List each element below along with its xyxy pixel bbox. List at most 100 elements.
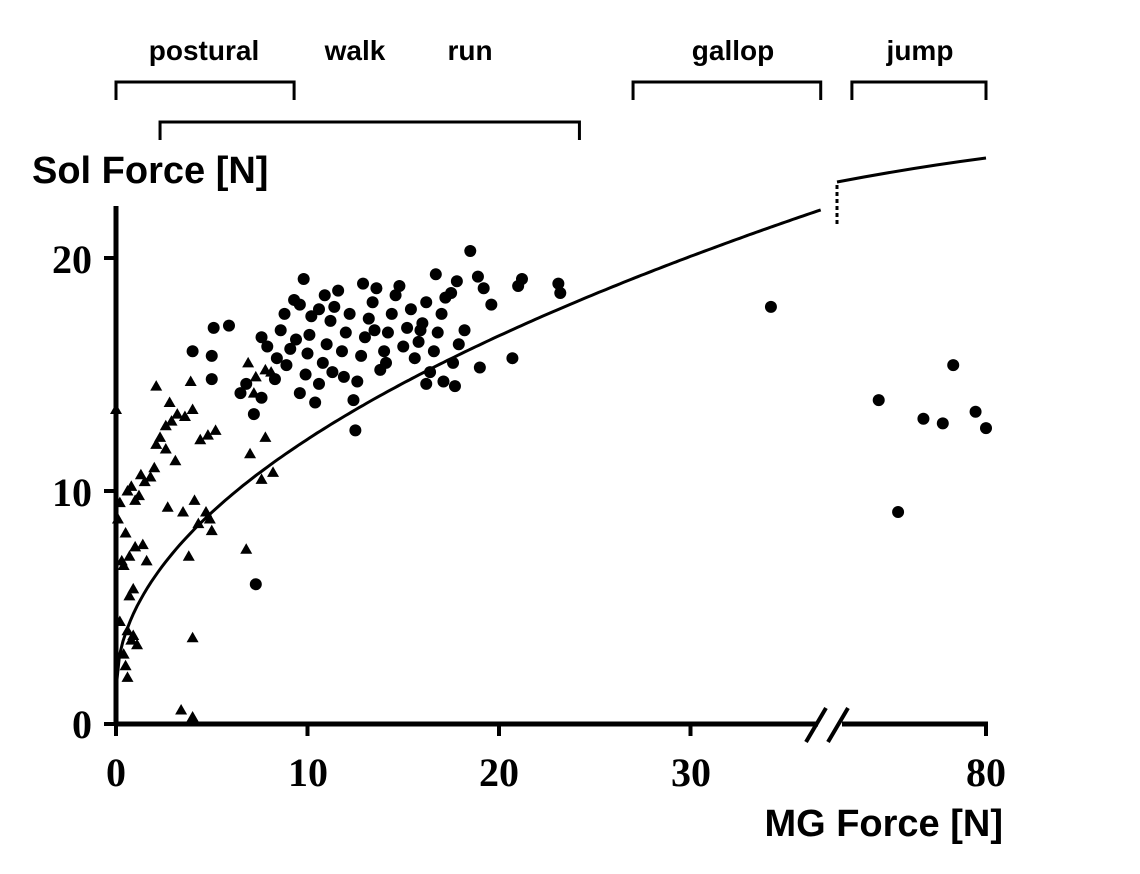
circle-point <box>393 279 406 292</box>
circle-point <box>299 368 312 381</box>
circle-point <box>464 245 477 258</box>
circle-point <box>270 352 283 365</box>
circle-point <box>284 342 297 355</box>
circle-point <box>424 366 437 379</box>
circle-point <box>207 321 220 334</box>
circle-point <box>477 282 490 295</box>
x-tick-label: 80 <box>966 750 1006 795</box>
triangle-point <box>117 559 130 571</box>
triangle-point <box>259 431 272 442</box>
circle-point <box>280 359 293 372</box>
triangle-point <box>127 582 140 594</box>
circle-point <box>401 321 414 334</box>
circle-point <box>337 370 350 383</box>
circle-point <box>301 347 314 360</box>
gait-label-gallop: gallop <box>692 35 774 66</box>
circle-point <box>473 361 486 374</box>
triangle-point <box>169 454 182 466</box>
fit-curve <box>114 156 987 690</box>
triangle-point <box>110 403 122 414</box>
circle-point <box>332 284 345 297</box>
circle-point <box>552 277 565 290</box>
circle-point <box>936 417 949 430</box>
triangle-point <box>200 505 213 517</box>
data-points <box>110 245 992 722</box>
circle-point <box>357 277 370 290</box>
circle-point <box>328 300 341 313</box>
circle-point <box>324 314 337 327</box>
circle-point <box>274 324 287 337</box>
x-tick-label: 10 <box>288 750 328 795</box>
circle-point <box>351 375 364 388</box>
triangle-point <box>194 433 207 445</box>
triangle-point <box>163 396 176 407</box>
circle-point <box>249 578 262 591</box>
triangle-point <box>111 512 124 524</box>
circle-point <box>240 377 253 390</box>
gait-bracket <box>158 120 581 140</box>
circle-point <box>247 408 260 421</box>
circle-point <box>420 296 433 309</box>
triangle-point <box>186 403 199 414</box>
circle-point <box>303 328 316 341</box>
circle-point <box>404 303 417 316</box>
circle-point <box>343 307 356 320</box>
gait-bracket <box>114 80 296 100</box>
circle-point <box>872 394 885 407</box>
triangle-point <box>209 424 222 435</box>
circle-point <box>370 282 383 295</box>
triangle-point <box>182 550 195 561</box>
triangle-point <box>123 550 136 561</box>
triangle-point <box>119 659 132 671</box>
triangle-point <box>159 443 172 454</box>
circle-point <box>458 324 471 337</box>
triangle-point <box>205 524 218 536</box>
x-tick-label: 0 <box>106 750 126 795</box>
circle-point <box>471 270 484 283</box>
triangle-point <box>242 356 255 368</box>
triangle-point <box>178 410 191 421</box>
circle-point <box>368 324 381 337</box>
triangle-point <box>165 415 178 426</box>
x-axis-title: MG Force [N] <box>764 803 1003 845</box>
triangle-point <box>192 517 205 529</box>
fit-curve-main <box>114 208 822 690</box>
circle-point <box>355 349 368 362</box>
fit-curve-jump <box>836 156 987 184</box>
circle-point <box>892 505 905 518</box>
circle-point <box>205 349 218 362</box>
triangle-point <box>150 438 163 449</box>
circle-point <box>255 331 268 344</box>
circle-point <box>980 422 992 435</box>
axis-break-mark-1 <box>804 706 828 744</box>
triangle-point <box>144 471 157 482</box>
triangle-point <box>201 429 214 440</box>
x-tick-label: 20 <box>479 750 519 795</box>
circle-point <box>320 338 333 351</box>
triangle-point <box>240 543 253 554</box>
circle-point <box>447 356 460 369</box>
triangle-point <box>186 711 199 722</box>
circle-point <box>339 326 352 339</box>
circle-point <box>385 307 398 320</box>
circle-point <box>380 356 393 369</box>
circle-point <box>420 377 433 390</box>
circle-point <box>205 373 218 386</box>
circle-point <box>255 391 268 404</box>
circle-point <box>234 387 247 400</box>
triangle-point <box>117 648 130 659</box>
triangle-point <box>121 624 134 636</box>
circle-point <box>290 333 303 346</box>
axes <box>113 206 988 744</box>
triangle-point <box>148 461 161 473</box>
triangle-point <box>184 375 197 386</box>
gait-bracket <box>850 80 988 100</box>
triangle-point <box>123 589 136 601</box>
triangle-point <box>171 408 184 419</box>
triangle-point <box>131 638 144 650</box>
triangle-point <box>113 615 126 626</box>
circle-point <box>349 424 362 437</box>
triangle-point <box>249 370 262 382</box>
circle-point <box>397 340 410 353</box>
circle-point <box>309 396 322 409</box>
